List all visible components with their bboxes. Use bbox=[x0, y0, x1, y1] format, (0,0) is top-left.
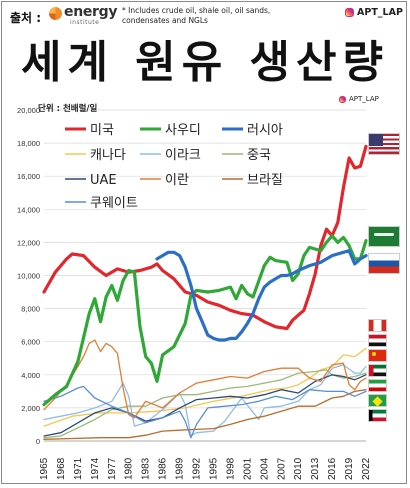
x-tick-label: 2013 bbox=[310, 457, 321, 480]
y-tick-label: 6,000 bbox=[21, 338, 40, 347]
russia-flag-icon bbox=[368, 253, 400, 274]
x-tick-label: 2022 bbox=[361, 457, 372, 480]
instagram-icon bbox=[339, 96, 346, 103]
logo-name: energy bbox=[64, 4, 118, 20]
logo-subtext: institute bbox=[70, 19, 100, 26]
source-label: 출처 : bbox=[10, 11, 42, 25]
x-tick-label: 1983 bbox=[141, 457, 152, 480]
y-tick-label: 18,000 bbox=[17, 139, 40, 148]
x-tick-label: 2016 bbox=[327, 457, 338, 480]
x-tick-label: 1965 bbox=[39, 457, 50, 480]
watermark: APT_LAP bbox=[339, 95, 379, 103]
x-tick-label: 1986 bbox=[158, 457, 169, 480]
legend-label-saudi: 사우디 bbox=[165, 123, 201, 138]
series-line-russia bbox=[155, 249, 368, 342]
instagram-handle[interactable]: APT_LAP bbox=[345, 7, 403, 18]
energy-institute-logo: energy institute bbox=[48, 4, 120, 28]
x-tick-label: 2007 bbox=[276, 457, 287, 480]
usa-flag-icon bbox=[368, 133, 400, 155]
y-tick-label: 16,000 bbox=[17, 172, 40, 181]
iran-flag-icon bbox=[368, 379, 387, 392]
legend-label-usa: 미국 bbox=[90, 123, 114, 138]
series-line-brazil bbox=[43, 389, 367, 440]
series-line-china bbox=[43, 369, 367, 439]
legend-label-uae: UAE bbox=[90, 173, 117, 188]
x-tick-label: 1968 bbox=[56, 457, 67, 480]
series-line-iraq bbox=[43, 364, 367, 437]
x-tick-label: 1974 bbox=[90, 457, 101, 480]
uae-flag-icon bbox=[368, 364, 387, 377]
series-line-uae bbox=[43, 374, 367, 437]
legend-label-russia: 러시아 bbox=[247, 123, 283, 138]
y-tick-label: 14,000 bbox=[17, 205, 40, 214]
series-line-iran bbox=[43, 339, 367, 419]
y-tick-label: 20,000 bbox=[17, 106, 40, 115]
instagram-icon bbox=[345, 8, 354, 17]
series-line-canada bbox=[43, 347, 367, 427]
x-tick-label: 2019 bbox=[344, 457, 355, 480]
footnote: * Includes crude oil, shale oil, oil san… bbox=[122, 6, 271, 25]
legend-label-brazil: 브라질 bbox=[247, 173, 283, 188]
x-tick-label: 1989 bbox=[175, 457, 186, 480]
page-title: 세계 원유 생산량 bbox=[21, 37, 389, 88]
saudi-flag-icon bbox=[368, 226, 400, 247]
energy-logo-icon bbox=[49, 7, 62, 20]
y-tick-label: 10,000 bbox=[17, 272, 40, 281]
watermark-text: APT_LAP bbox=[349, 95, 379, 103]
series-line-saudi bbox=[42, 234, 368, 407]
kuwait-flag-icon bbox=[368, 409, 387, 422]
legend-label-kuwait: 쿠웨이트 bbox=[90, 196, 138, 211]
x-tick-label: 1977 bbox=[107, 457, 118, 480]
legend-label-china: 중국 bbox=[247, 148, 271, 163]
china-flag-icon bbox=[368, 349, 387, 362]
x-tick-label: 1995 bbox=[208, 457, 219, 480]
brazil-flag-icon bbox=[368, 394, 387, 407]
canada-flag-icon bbox=[368, 319, 387, 332]
y-tick-label: 4,000 bbox=[21, 371, 40, 380]
unit-label: 단위 : 천배럴/일 bbox=[38, 103, 98, 114]
x-tick-label: 1992 bbox=[192, 457, 203, 480]
x-tick-label: 1971 bbox=[73, 457, 84, 480]
x-tick-label: 2001 bbox=[242, 457, 253, 480]
x-tick-label: 1998 bbox=[225, 457, 236, 480]
y-tick-label: 12,000 bbox=[17, 238, 40, 247]
instagram-handle-text: APT_LAP bbox=[357, 7, 403, 18]
legend-label-canada: 캐나다 bbox=[90, 148, 126, 163]
x-tick-label: 2010 bbox=[293, 457, 304, 480]
series-line-kuwait bbox=[43, 385, 367, 439]
y-tick-label: 0 bbox=[36, 437, 40, 446]
y-tick-label: 2,000 bbox=[21, 404, 40, 413]
x-tick-label: 1980 bbox=[124, 457, 135, 480]
legend-label-iran: 이란 bbox=[165, 173, 189, 188]
legend-label-iraq: 이라크 bbox=[165, 148, 201, 163]
y-tick-label: 8,000 bbox=[21, 305, 40, 314]
iraq-flag-icon bbox=[368, 334, 387, 347]
x-tick-label: 2004 bbox=[259, 457, 270, 480]
